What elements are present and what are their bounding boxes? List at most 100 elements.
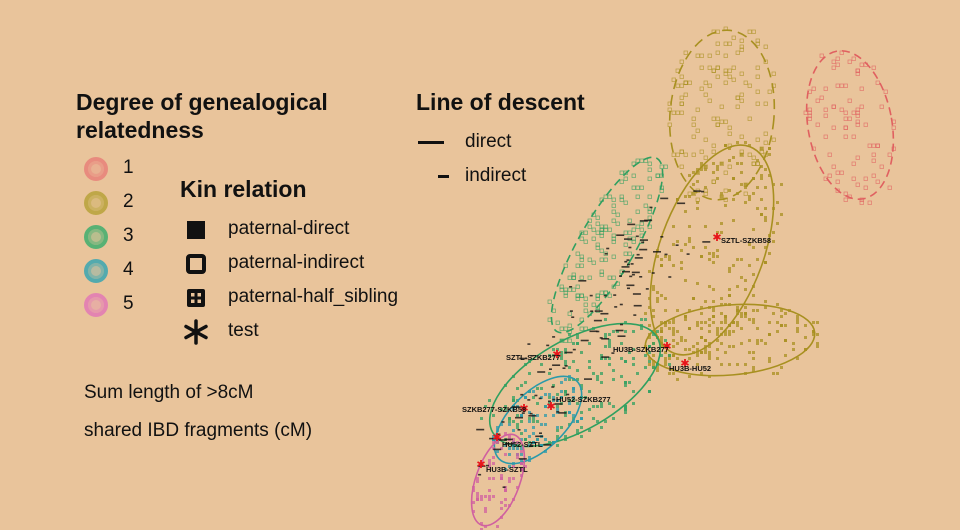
descent-label-0: direct xyxy=(465,131,512,152)
data-point xyxy=(752,321,755,324)
descent-legend-title: Line of descent xyxy=(416,89,585,115)
data-point xyxy=(644,318,647,321)
data-point xyxy=(751,29,756,34)
data-point xyxy=(739,38,744,43)
data-point xyxy=(652,330,655,333)
descent-mark xyxy=(519,357,528,360)
data-point xyxy=(548,393,551,396)
data-point xyxy=(504,498,507,501)
asterisk-stroke xyxy=(493,434,501,440)
data-point xyxy=(520,453,523,456)
data-point xyxy=(835,83,840,88)
descent-mark xyxy=(639,248,648,251)
data-point xyxy=(680,336,683,339)
descent-mark xyxy=(497,433,501,436)
data-point xyxy=(567,275,572,280)
data-point xyxy=(699,53,704,58)
data-point xyxy=(660,264,663,267)
data-point xyxy=(615,221,620,226)
data-point xyxy=(500,507,503,510)
data-point xyxy=(731,35,736,40)
data-point xyxy=(552,384,555,387)
descent-mark xyxy=(651,272,655,274)
data-point xyxy=(587,224,592,229)
data-point xyxy=(764,207,767,210)
data-point xyxy=(564,414,567,417)
data-point xyxy=(556,408,559,411)
data-point xyxy=(583,302,588,307)
data-point xyxy=(715,122,720,127)
data-point xyxy=(699,65,704,70)
data-point xyxy=(696,207,699,210)
data-point xyxy=(763,44,768,49)
descent-mark xyxy=(639,220,648,222)
descent-mark xyxy=(517,429,521,431)
data-point xyxy=(488,462,491,465)
data-point xyxy=(723,53,728,58)
data-point xyxy=(588,366,591,369)
data-point xyxy=(476,492,479,495)
data-point xyxy=(760,174,763,177)
data-point xyxy=(572,420,575,423)
descent-mark xyxy=(645,288,649,290)
data-point xyxy=(716,168,719,171)
data-point xyxy=(676,342,679,345)
data-point xyxy=(672,354,675,357)
data-point xyxy=(520,384,523,387)
data-point xyxy=(679,101,684,106)
data-point xyxy=(688,237,691,240)
data-point xyxy=(528,456,531,459)
descent-mark xyxy=(539,432,542,434)
descent-mark xyxy=(649,206,653,209)
data-point xyxy=(768,321,771,324)
data-point xyxy=(679,83,684,88)
data-point xyxy=(715,74,720,79)
data-point xyxy=(728,324,731,327)
data-point xyxy=(528,435,531,438)
data-point xyxy=(596,378,599,381)
data-point xyxy=(752,246,755,249)
data-point xyxy=(720,312,723,315)
data-point xyxy=(588,408,591,411)
confidence-ellipse xyxy=(668,29,776,201)
data-point xyxy=(624,408,627,411)
data-point xyxy=(476,480,479,483)
data-point xyxy=(648,306,651,309)
data-point xyxy=(572,387,575,390)
degree-legend-title-line1: Degree of genealogical xyxy=(76,89,328,115)
data-point xyxy=(560,357,563,360)
data-point xyxy=(508,480,511,483)
data-point xyxy=(659,164,664,169)
data-point xyxy=(688,195,691,198)
descent-mark xyxy=(478,473,482,476)
data-point xyxy=(599,257,604,262)
data-point xyxy=(488,399,491,402)
data-point xyxy=(823,107,828,112)
data-point xyxy=(623,200,628,205)
data-point xyxy=(652,366,655,369)
data-point xyxy=(512,444,515,447)
data-point xyxy=(660,294,663,297)
data-point xyxy=(508,435,511,438)
data-point xyxy=(700,327,703,330)
data-point xyxy=(704,351,707,354)
data-point xyxy=(644,312,647,315)
data-point xyxy=(612,405,615,408)
data-point xyxy=(679,101,684,106)
data-point xyxy=(875,143,880,148)
data-point xyxy=(735,95,740,100)
data-point xyxy=(855,155,860,160)
data-point xyxy=(520,414,523,417)
data-point xyxy=(815,98,820,103)
data-point xyxy=(831,164,836,169)
data-point xyxy=(740,315,743,318)
data-point xyxy=(712,171,715,174)
data-point xyxy=(644,366,647,369)
data-point xyxy=(816,345,819,348)
descent-mark xyxy=(489,437,498,440)
data-point xyxy=(831,65,836,70)
data-point xyxy=(608,342,611,345)
data-point xyxy=(631,239,636,244)
data-point xyxy=(692,297,695,300)
data-point xyxy=(847,59,852,64)
